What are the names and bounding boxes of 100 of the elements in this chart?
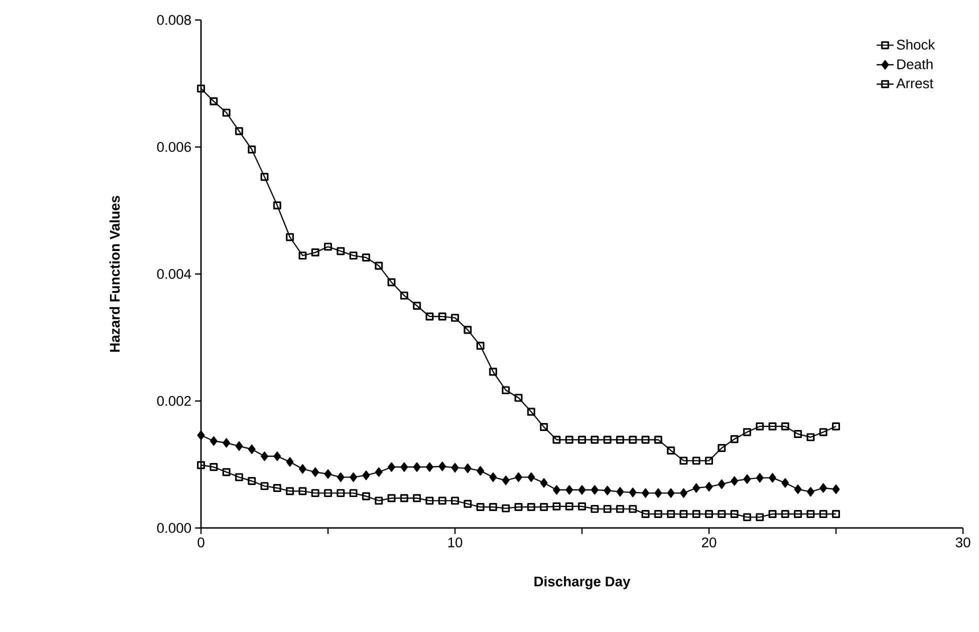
point	[260, 172, 268, 181]
point	[286, 457, 294, 467]
point	[298, 252, 307, 260]
point	[464, 500, 472, 508]
point	[476, 342, 484, 350]
point	[552, 436, 561, 444]
point	[832, 484, 840, 494]
point	[730, 476, 738, 486]
point	[489, 368, 498, 376]
point	[222, 468, 230, 476]
point	[412, 494, 421, 502]
point	[565, 502, 574, 510]
point	[362, 470, 370, 480]
point	[781, 422, 790, 430]
point	[540, 423, 548, 432]
point	[819, 510, 828, 518]
y-tick-label: 0.000	[157, 523, 191, 533]
point	[273, 484, 282, 492]
point	[527, 408, 536, 416]
point	[222, 438, 230, 448]
point	[451, 462, 459, 472]
point	[502, 386, 510, 394]
point	[666, 446, 675, 455]
point	[781, 510, 790, 518]
point	[781, 478, 789, 488]
point	[768, 473, 776, 483]
point	[590, 504, 599, 513]
point	[349, 489, 358, 498]
point	[451, 314, 459, 322]
point	[210, 97, 218, 106]
point	[235, 441, 243, 451]
point	[565, 436, 574, 444]
y-tick-label: 0.002	[157, 396, 191, 406]
point	[286, 487, 294, 496]
point	[806, 487, 814, 497]
point	[248, 477, 256, 485]
point	[426, 462, 434, 472]
point	[654, 510, 662, 518]
point	[349, 252, 358, 260]
point	[590, 485, 598, 495]
point	[502, 476, 510, 486]
point	[540, 503, 548, 512]
point	[756, 473, 764, 483]
point	[820, 483, 828, 493]
point	[692, 483, 700, 493]
point	[312, 467, 320, 477]
point	[552, 502, 561, 510]
point	[197, 461, 205, 470]
point	[604, 486, 612, 496]
y-axis-title: Hazard Function Values	[110, 196, 120, 352]
point	[388, 278, 396, 286]
y-tick-label: 0.008	[157, 15, 191, 25]
point	[540, 478, 548, 488]
point	[756, 513, 764, 522]
point	[298, 487, 307, 496]
point	[705, 482, 713, 492]
point	[730, 435, 738, 444]
point	[336, 247, 345, 256]
point	[260, 482, 268, 490]
legend-label: Death	[897, 58, 933, 70]
point	[578, 502, 586, 510]
point	[603, 504, 612, 513]
point	[336, 472, 344, 482]
point	[273, 451, 281, 462]
point	[248, 444, 256, 454]
point	[375, 467, 383, 477]
point	[412, 302, 421, 310]
point	[832, 422, 840, 430]
point	[476, 466, 484, 476]
point	[438, 462, 446, 472]
x-tick-label: 30	[956, 537, 970, 548]
point	[666, 510, 675, 518]
point	[566, 485, 574, 495]
point	[794, 484, 802, 494]
point	[819, 428, 828, 436]
point	[680, 488, 688, 498]
point	[400, 494, 408, 502]
point	[514, 503, 522, 512]
point	[552, 485, 560, 495]
point	[730, 510, 738, 518]
point	[768, 422, 776, 430]
point	[654, 488, 662, 498]
point	[743, 513, 752, 522]
point	[832, 510, 840, 518]
point	[248, 146, 256, 154]
point	[324, 242, 332, 251]
point	[680, 456, 688, 465]
y-tick-label: 0.006	[157, 142, 191, 152]
x-tick-label: 0	[198, 537, 204, 548]
x-tick-label: 10	[448, 537, 462, 548]
point	[756, 422, 764, 430]
point	[502, 504, 510, 512]
legend-label: Shock	[896, 39, 935, 50]
point	[324, 489, 332, 498]
point	[374, 496, 383, 505]
point	[743, 474, 751, 484]
point	[426, 496, 434, 505]
point	[590, 436, 599, 444]
point	[400, 292, 408, 300]
point	[438, 496, 446, 505]
